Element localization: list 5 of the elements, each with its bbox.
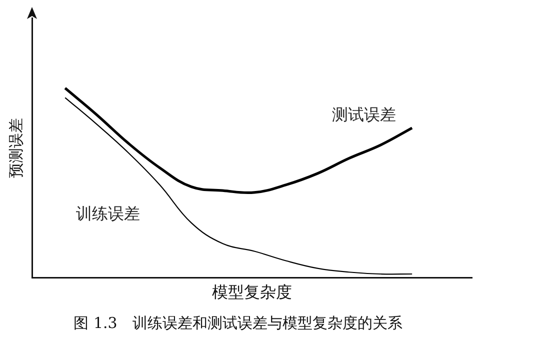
x-axis-title: 模型复杂度 — [212, 282, 292, 302]
y-axis-title: 预测误差 — [6, 118, 25, 178]
series-label: 训练误差 — [76, 204, 140, 223]
series-label: 测试误差 — [332, 105, 396, 124]
text: 图 1.3 训练误差和测试误差与模型复杂度的关系 — [74, 314, 402, 332]
